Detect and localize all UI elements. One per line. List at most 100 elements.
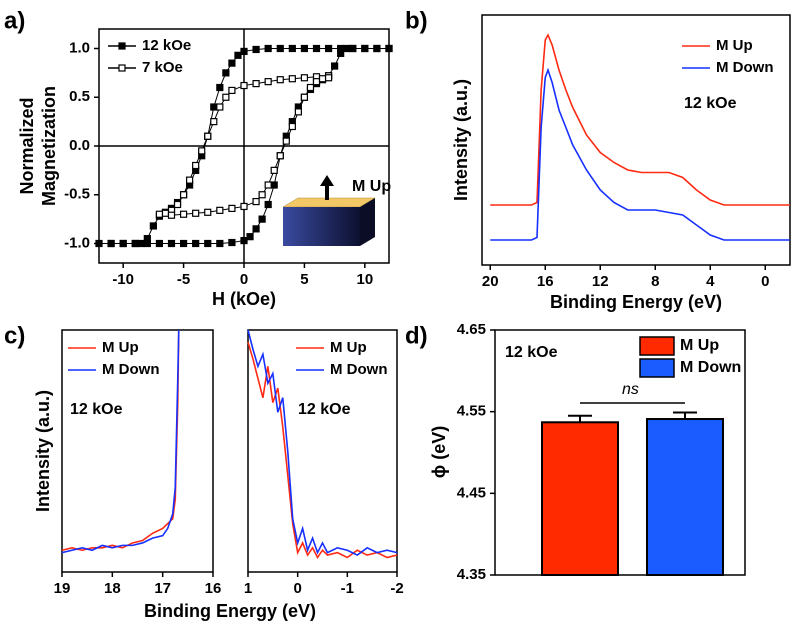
x-tick-label: 1 — [244, 580, 252, 597]
point-marker — [240, 47, 248, 56]
point-marker — [324, 44, 333, 53]
y-axis-label: ϕ (eV) — [429, 426, 449, 479]
legend-label: M Down — [102, 361, 160, 378]
point-marker — [240, 236, 248, 245]
point-marker — [179, 239, 188, 248]
point-marker — [228, 238, 236, 247]
series-line — [490, 67, 790, 241]
point-marker — [179, 210, 188, 218]
legend-swatch — [639, 358, 675, 378]
point-marker — [252, 45, 260, 54]
point-marker — [131, 239, 139, 248]
x-tick-label: 17 — [154, 580, 171, 597]
point-marker — [264, 200, 272, 209]
point-marker — [137, 239, 145, 248]
point-marker — [264, 181, 272, 189]
point-marker — [324, 74, 333, 82]
point-marker — [349, 44, 357, 53]
legend-label: M Up — [680, 337, 719, 354]
point-marker — [343, 44, 351, 53]
annotation: ns — [622, 381, 639, 398]
legend-label: M Up — [330, 339, 367, 356]
point-marker — [264, 78, 272, 86]
point-marker — [300, 44, 309, 53]
point-marker — [288, 44, 296, 53]
point-marker — [312, 44, 321, 53]
point-marker — [192, 161, 200, 170]
legend-label: M Up — [102, 339, 139, 356]
x-tick-label: -10 — [112, 271, 134, 288]
x-tick-label: 0 — [293, 580, 301, 597]
point-marker — [204, 239, 212, 248]
x-tick-label: 0 — [240, 271, 248, 288]
point-marker — [167, 239, 176, 248]
point-marker — [222, 93, 230, 101]
y-tick-label: -0.5 — [64, 186, 90, 203]
x-tick-label: 12 — [592, 273, 609, 290]
point-marker — [282, 137, 290, 145]
series-line — [247, 341, 398, 560]
point-marker — [294, 108, 302, 116]
legend-label: M Down — [330, 361, 388, 378]
bar — [646, 418, 724, 576]
point-marker — [240, 81, 248, 90]
x-axis-label: Binding Energy (eV) — [550, 292, 722, 312]
point-marker — [204, 132, 212, 140]
point-marker — [167, 211, 176, 219]
point-marker — [179, 191, 188, 199]
point-marker — [252, 197, 260, 206]
point-marker — [318, 75, 327, 83]
point-marker — [143, 239, 151, 248]
point-marker — [258, 215, 266, 223]
legend-label: 12 kOe — [142, 37, 191, 54]
point-marker — [155, 239, 164, 248]
point-marker — [216, 239, 224, 248]
point-marker — [161, 209, 170, 217]
point-marker — [198, 147, 206, 155]
legend-label: M Down — [716, 59, 774, 76]
x-tick-label: -5 — [177, 271, 190, 288]
point-marker — [258, 191, 266, 199]
point-marker — [240, 202, 248, 211]
point-marker — [373, 44, 381, 53]
point-marker — [276, 152, 284, 160]
point-marker — [210, 103, 218, 111]
series-line — [490, 33, 790, 206]
y-axis-label: Intensity (a.u.) — [33, 390, 53, 512]
panel-label: d) — [405, 322, 428, 349]
point-marker — [270, 166, 278, 174]
panel-label: b) — [405, 7, 428, 34]
legend-swatch — [118, 42, 126, 50]
panel-label: c) — [4, 322, 25, 349]
inset-cube — [282, 175, 376, 246]
series-line — [61, 329, 180, 554]
point-marker — [337, 49, 345, 57]
point-marker — [222, 69, 230, 77]
point-marker — [252, 225, 260, 233]
plot-frame — [61, 329, 214, 573]
legend-label: M Up — [716, 37, 753, 54]
point-marker — [216, 83, 224, 92]
point-marker — [95, 239, 103, 248]
legend-swatch — [118, 64, 126, 72]
point-marker — [246, 233, 254, 241]
plot-frame — [247, 329, 398, 573]
point-marker — [270, 181, 278, 189]
point-marker — [228, 204, 236, 212]
y-tick-label: 4.45 — [457, 484, 486, 501]
point-marker — [149, 222, 157, 230]
point-marker — [155, 210, 164, 218]
point-marker — [288, 122, 296, 131]
point-marker — [288, 75, 296, 83]
x-tick-label: 16 — [537, 273, 554, 290]
panel-label: a) — [4, 7, 25, 34]
legend-swatch — [639, 336, 675, 356]
x-tick-label: 19 — [54, 580, 71, 597]
point-marker — [119, 239, 127, 248]
legend-label: M Down — [680, 359, 741, 376]
x-tick-label: 0 — [761, 273, 769, 290]
x-tick-label: 10 — [356, 271, 373, 288]
point-marker — [300, 93, 309, 101]
y-axis-label: Normalized — [17, 97, 37, 194]
point-marker — [216, 206, 224, 214]
